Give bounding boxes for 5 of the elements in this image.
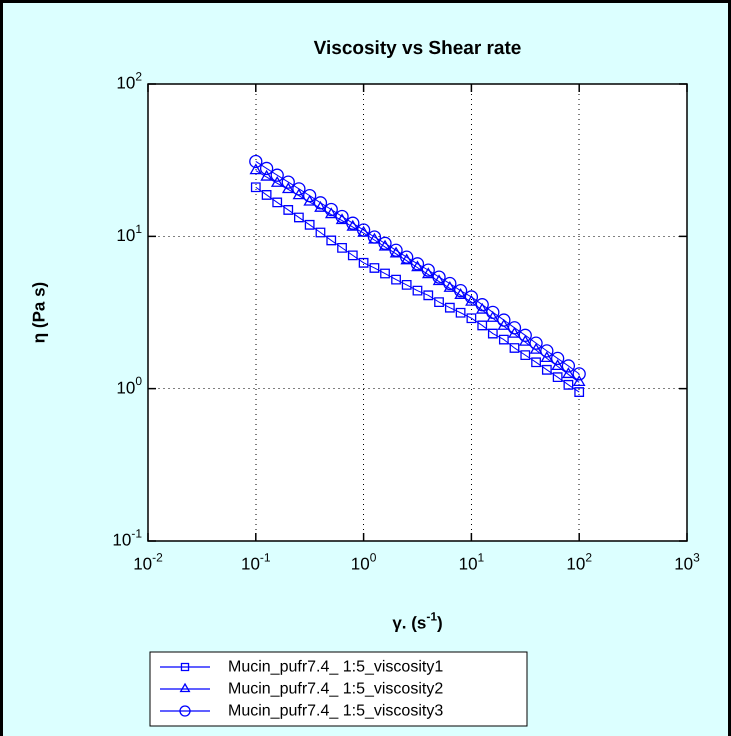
- y-axis-title: η (Pa s): [30, 282, 49, 344]
- legend-label: Mucin_pufr7.4_ 1:5_viscosity1: [228, 658, 444, 676]
- legend-label: Mucin_pufr7.4_ 1:5_viscosity3: [228, 702, 444, 720]
- chart-title: Viscosity vs Shear rate: [314, 38, 522, 60]
- legend-label: Mucin_pufr7.4_ 1:5_viscosity2: [228, 680, 444, 698]
